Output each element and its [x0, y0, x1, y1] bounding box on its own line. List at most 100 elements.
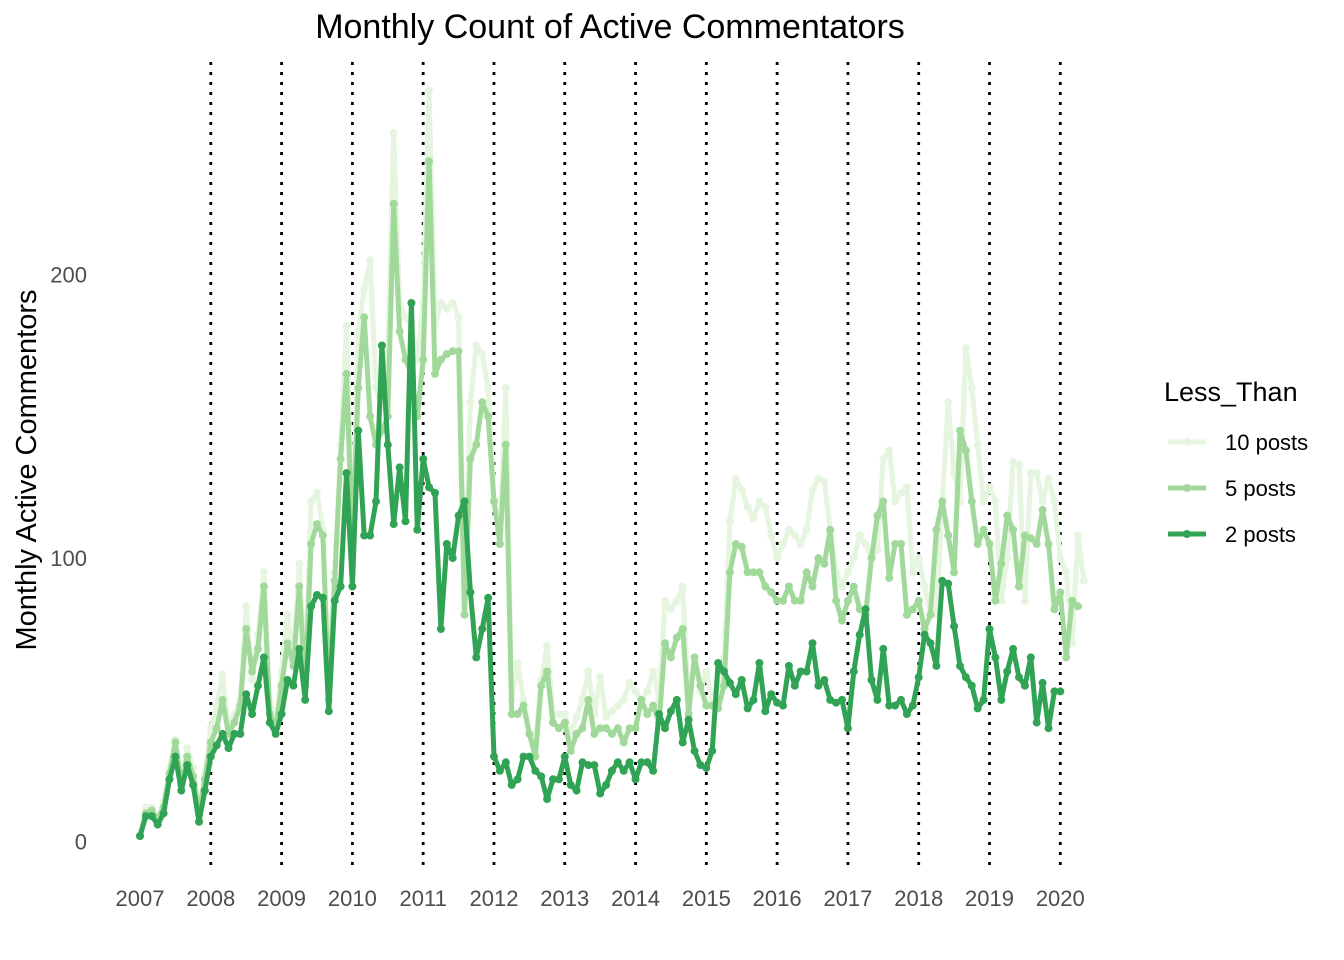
- data-point: [914, 673, 923, 682]
- x-tick-label: 2013: [540, 886, 589, 911]
- data-point: [295, 582, 304, 591]
- data-point: [360, 284, 369, 293]
- data-point: [666, 653, 675, 662]
- data-point: [265, 718, 274, 727]
- data-point: [985, 540, 994, 548]
- data-point: [401, 517, 410, 526]
- data-point: [843, 724, 852, 733]
- data-point: [690, 653, 699, 662]
- data-point: [867, 676, 876, 684]
- data-point: [283, 610, 292, 619]
- data-point: [1026, 534, 1035, 543]
- data-point: [725, 678, 734, 687]
- data-point: [572, 786, 581, 795]
- data-point: [643, 710, 652, 719]
- data-point: [849, 667, 858, 676]
- data-point: [956, 661, 964, 670]
- data-point: [613, 758, 622, 767]
- data-point: [631, 775, 640, 784]
- data-point: [395, 463, 404, 472]
- data-point: [354, 327, 363, 336]
- data-point: [560, 752, 569, 761]
- data-point: [914, 596, 923, 605]
- data-point: [655, 710, 664, 719]
- data-point: [425, 86, 434, 95]
- data-point: [985, 483, 994, 492]
- data-point: [625, 724, 634, 733]
- data-point: [637, 695, 646, 704]
- data-point: [383, 440, 392, 449]
- data-point: [1074, 602, 1082, 611]
- x-tick-label: 2019: [965, 886, 1014, 911]
- data-point: [767, 588, 776, 597]
- data-point: [938, 497, 947, 506]
- data-point: [873, 511, 882, 520]
- data-point: [454, 347, 463, 356]
- data-point: [283, 639, 292, 648]
- data-point: [814, 554, 823, 563]
- x-axis-ticks: 2007 2008 2009 2010 2011 2012 2013 2014 2015 2016…: [116, 886, 1085, 911]
- data-point: [324, 707, 333, 716]
- data-point: [307, 497, 316, 506]
- data-point: [666, 707, 675, 716]
- data-point: [183, 752, 192, 761]
- data-point: [607, 707, 616, 716]
- data-point: [513, 710, 522, 719]
- legend-label: 10 posts: [1225, 430, 1308, 455]
- data-point: [773, 596, 782, 605]
- data-point: [991, 653, 1000, 662]
- data-point: [613, 724, 622, 733]
- data-point: [218, 695, 227, 704]
- data-point: [885, 574, 894, 582]
- data-point: [490, 497, 498, 506]
- y-axis-ticks: 0 100 200: [50, 263, 87, 855]
- data-point: [584, 695, 593, 704]
- data-point: [879, 497, 888, 506]
- data-point: [537, 772, 546, 781]
- data-point: [932, 661, 941, 670]
- data-point: [843, 568, 852, 577]
- data-point: [507, 710, 516, 719]
- series-line: [137, 158, 1080, 837]
- data-point: [661, 724, 669, 733]
- series-5-posts: [136, 157, 1082, 840]
- data-point: [254, 681, 262, 690]
- data-point: [755, 568, 764, 577]
- data-point: [1020, 681, 1029, 690]
- data-point: [543, 667, 552, 676]
- data-point: [572, 712, 581, 721]
- data-point: [242, 602, 251, 611]
- data-point: [495, 540, 504, 548]
- data-point: [289, 681, 298, 690]
- data-point: [212, 741, 221, 750]
- data-point: [1079, 576, 1088, 585]
- data-point: [1032, 540, 1041, 548]
- data-point: [183, 744, 192, 753]
- data-point: [1026, 469, 1035, 478]
- data-point: [596, 724, 605, 733]
- data-point: [755, 497, 764, 506]
- data-point: [838, 582, 846, 591]
- data-point: [649, 667, 658, 676]
- data-point: [661, 596, 669, 605]
- data-point: [1009, 457, 1018, 466]
- data-point: [779, 701, 787, 710]
- data-point: [366, 531, 375, 540]
- data-point: [360, 313, 369, 322]
- data-point: [171, 752, 180, 761]
- data-point: [442, 304, 451, 313]
- data-point: [1003, 667, 1012, 676]
- data-point: [466, 588, 475, 597]
- data-point: [779, 540, 787, 548]
- data-point: [277, 681, 286, 690]
- data-point: [277, 710, 286, 719]
- data-point: [613, 701, 622, 710]
- data-point: [950, 622, 959, 631]
- data-point: [413, 525, 422, 534]
- data-point: [519, 695, 528, 704]
- data-point: [749, 568, 758, 577]
- data-point: [206, 738, 215, 747]
- data-point: [507, 780, 516, 789]
- series-group: [136, 86, 1088, 840]
- data-point: [696, 681, 705, 690]
